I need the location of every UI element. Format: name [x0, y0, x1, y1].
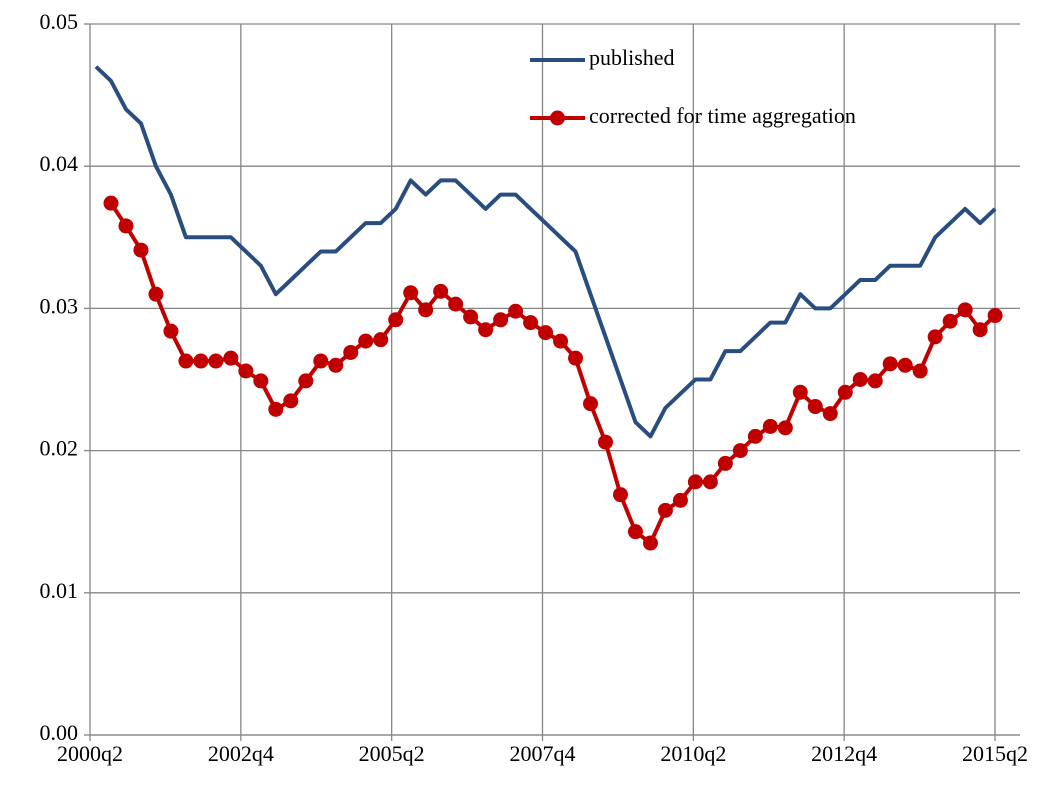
- data-point: [583, 396, 599, 412]
- data-point: [493, 312, 509, 328]
- data-point: [313, 353, 329, 369]
- data-point: [972, 322, 988, 338]
- data-point: [118, 218, 134, 234]
- y-tick-label: 0.04: [40, 151, 79, 176]
- x-tick-label: 2000q2: [57, 741, 123, 766]
- data-point: [343, 344, 359, 360]
- data-point: [538, 325, 554, 341]
- data-point: [103, 195, 119, 211]
- data-point: [957, 302, 973, 318]
- data-point: [792, 384, 808, 400]
- data-point: [373, 332, 389, 348]
- data-point: [822, 406, 838, 422]
- y-tick-label: 0.00: [40, 720, 79, 745]
- data-point: [597, 434, 613, 450]
- data-point: [238, 363, 254, 379]
- data-point: [403, 285, 419, 301]
- data-point: [687, 474, 703, 490]
- data-point: [448, 296, 464, 312]
- legend-label: published: [589, 45, 675, 70]
- series-line: [94, 65, 997, 439]
- data-point: [642, 535, 658, 551]
- data-point: [253, 373, 269, 389]
- data-point: [627, 524, 643, 540]
- data-point: [837, 384, 853, 400]
- data-point: [298, 373, 314, 389]
- data-point: [283, 393, 299, 409]
- data-point: [388, 312, 404, 328]
- data-point: [223, 350, 239, 366]
- data-point: [942, 313, 958, 329]
- data-point: [133, 242, 149, 258]
- data-point: [193, 353, 209, 369]
- legend-label: corrected for time aggregation: [589, 103, 856, 128]
- x-tick-label: 2005q2: [359, 741, 425, 766]
- data-point: [418, 302, 434, 318]
- data-point: [268, 401, 284, 417]
- data-point: [523, 315, 539, 331]
- data-point: [807, 399, 823, 415]
- data-point: [358, 333, 374, 349]
- y-tick-label: 0.02: [40, 436, 79, 461]
- data-point: [927, 329, 943, 345]
- data-point: [657, 502, 673, 518]
- data-point: [717, 455, 733, 471]
- data-point: [987, 308, 1003, 324]
- data-point: [178, 353, 194, 369]
- data-point: [897, 357, 913, 373]
- x-tick-label: 2015q2: [962, 741, 1028, 766]
- data-point: [328, 357, 344, 373]
- data-point: [882, 356, 898, 372]
- data-point: [433, 283, 449, 299]
- data-point: [612, 487, 628, 503]
- data-point: [867, 373, 883, 389]
- x-tick-label: 2007q4: [510, 741, 576, 766]
- data-point: [672, 492, 688, 508]
- data-point: [912, 363, 928, 379]
- legend-marker: [550, 110, 565, 126]
- data-point: [747, 428, 763, 444]
- x-tick-label: 2002q4: [208, 741, 274, 766]
- data-point: [852, 372, 868, 387]
- data-point: [702, 474, 718, 490]
- y-tick-label: 0.05: [40, 9, 79, 34]
- data-point: [762, 418, 778, 434]
- data-point: [777, 420, 793, 436]
- y-tick-label: 0.01: [40, 578, 79, 603]
- data-point: [163, 323, 179, 339]
- data-point: [478, 322, 494, 338]
- data-point: [463, 309, 479, 325]
- x-tick-label: 2012q4: [811, 741, 877, 766]
- data-point: [732, 443, 748, 459]
- x-tick-label: 2010q2: [660, 741, 726, 766]
- data-point: [208, 353, 224, 369]
- y-tick-label: 0.03: [40, 293, 79, 318]
- data-point: [568, 350, 584, 366]
- data-point: [553, 333, 569, 349]
- data-point: [148, 286, 164, 302]
- data-point: [508, 303, 524, 319]
